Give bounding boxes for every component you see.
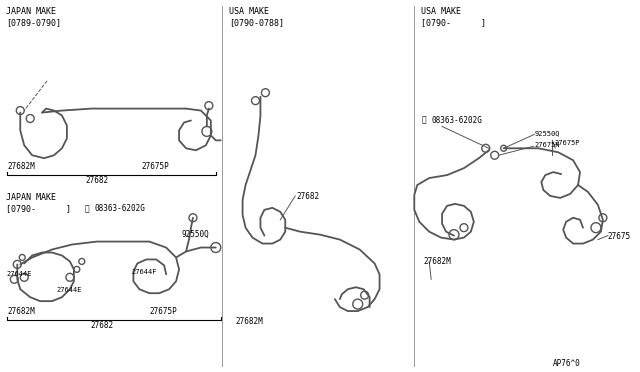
- Text: [0790-0788]: [0790-0788]: [228, 18, 284, 27]
- Text: JAPAN MAKE: JAPAN MAKE: [6, 193, 56, 202]
- Text: 27675P: 27675P: [149, 307, 177, 316]
- Text: 27644E: 27644E: [6, 271, 32, 278]
- Text: [0789-0790]: [0789-0790]: [6, 18, 61, 27]
- Text: USA MAKE: USA MAKE: [421, 7, 461, 16]
- Text: 27644E: 27644E: [57, 287, 83, 293]
- Text: Ⓢ: Ⓢ: [421, 116, 426, 125]
- Text: 08363-6202G: 08363-6202G: [95, 204, 145, 213]
- Text: 27682: 27682: [90, 321, 113, 330]
- Text: 27682M: 27682M: [423, 257, 451, 266]
- Text: [0790-      ]: [0790- ]: [421, 18, 486, 27]
- Text: 27682: 27682: [85, 176, 108, 185]
- Text: 27675P: 27675P: [554, 140, 580, 146]
- Text: 08363-6202G: 08363-6202G: [431, 116, 482, 125]
- Text: 27682M: 27682M: [7, 162, 35, 171]
- Text: 27682M: 27682M: [236, 317, 264, 326]
- Text: 27675N: 27675N: [534, 142, 560, 148]
- Text: 27675: 27675: [608, 232, 631, 241]
- Text: 92550Q: 92550Q: [534, 131, 560, 137]
- Text: Ⓢ: Ⓢ: [84, 204, 90, 213]
- Text: 27682M: 27682M: [7, 307, 35, 316]
- Text: 92550Q: 92550Q: [181, 230, 209, 239]
- Text: 27675P: 27675P: [141, 162, 169, 171]
- Text: USA MAKE: USA MAKE: [228, 7, 269, 16]
- Text: [0790-      ]: [0790- ]: [6, 204, 71, 213]
- Text: AP76^0: AP76^0: [553, 359, 581, 368]
- Text: 27644F: 27644F: [131, 269, 157, 275]
- Text: JAPAN MAKE: JAPAN MAKE: [6, 7, 56, 16]
- Text: 27682: 27682: [296, 192, 319, 201]
